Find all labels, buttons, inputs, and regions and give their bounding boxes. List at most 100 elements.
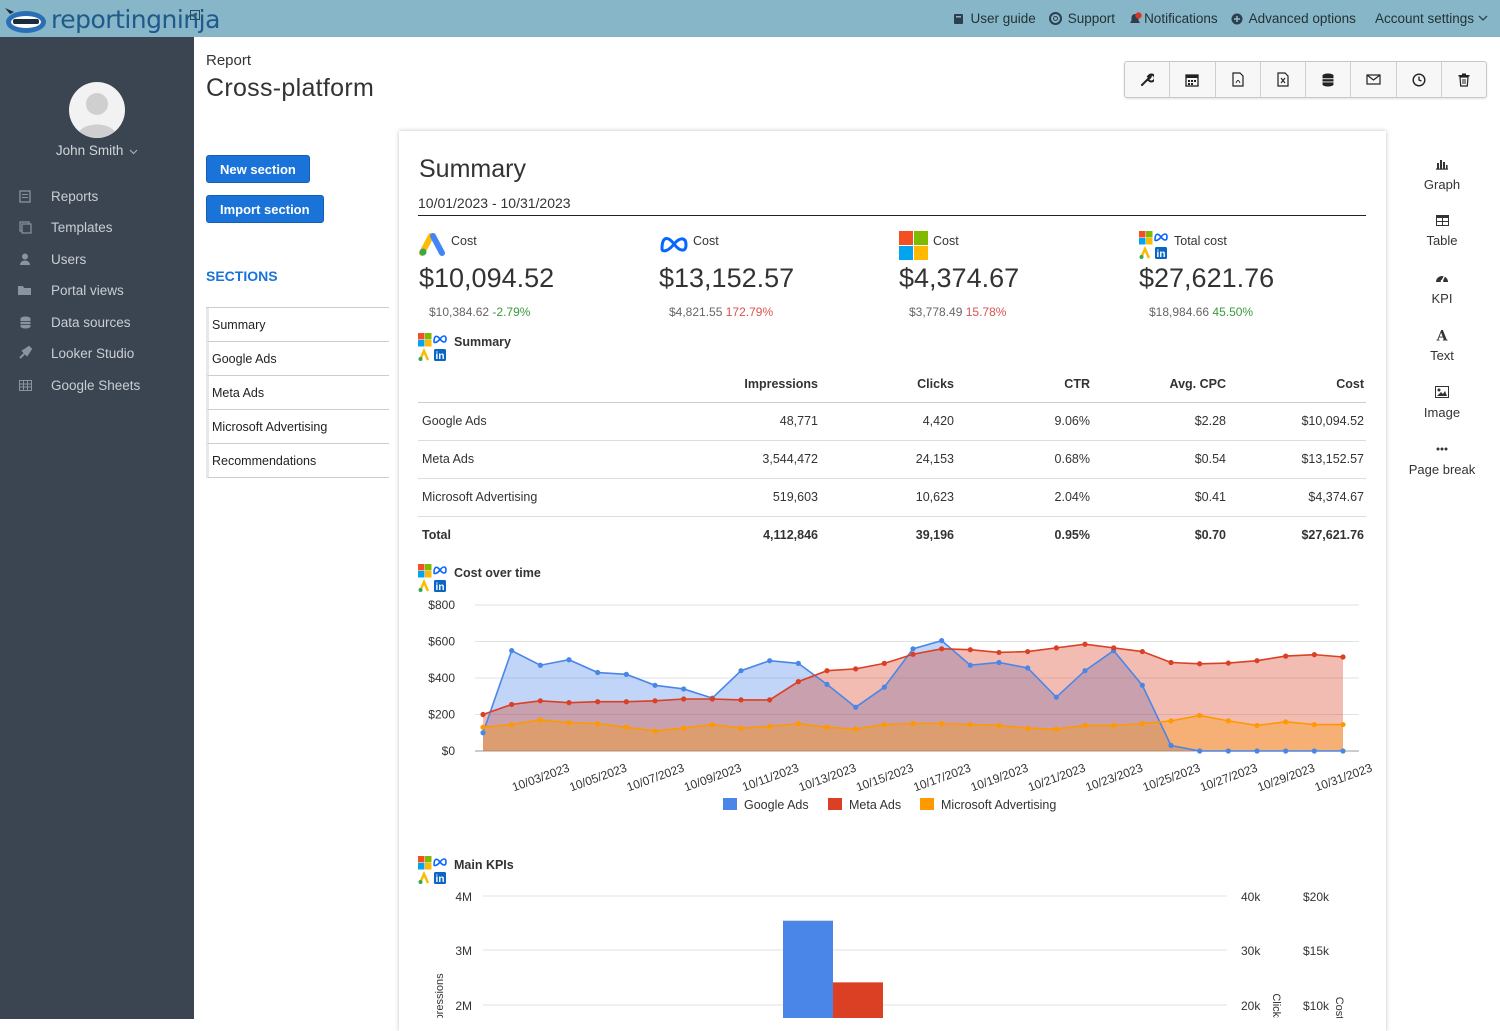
- kpi-microsoft-cost[interactable]: Cost $4,374.67 $3,778.49 15.78%: [899, 231, 1129, 319]
- x-tick-label: 10/23/2023: [1083, 761, 1145, 795]
- email-button[interactable]: [1351, 62, 1397, 97]
- table-header[interactable]: Cost: [1228, 366, 1366, 403]
- x-tick-label: 10/31/2023: [1313, 761, 1375, 795]
- y-tick-label: $10k: [1303, 999, 1330, 1013]
- data-point: [1197, 712, 1203, 719]
- edit-settings-button[interactable]: [1125, 62, 1171, 97]
- delete-button[interactable]: [1442, 62, 1486, 97]
- y-tick-label: 4M: [455, 890, 472, 904]
- kpi-value: $4,374.67: [899, 263, 1020, 293]
- report-canvas: Summary 10/01/2023 - 10/31/2023 Cost $10…: [399, 131, 1386, 1031]
- data-point: [623, 724, 629, 730]
- table-header[interactable]: Avg. CPC: [1092, 366, 1228, 403]
- account-settings-menu[interactable]: Account settings: [1375, 11, 1488, 26]
- x-tick-label: 10/13/2023: [797, 761, 859, 795]
- account-settings-label: Account settings: [1374, 11, 1474, 26]
- svg-text:in: in: [1157, 249, 1166, 260]
- table-header[interactable]: Clicks: [820, 366, 956, 403]
- data-point: [1340, 721, 1346, 728]
- add-table-tool[interactable]: Table: [1396, 207, 1488, 264]
- new-section-button[interactable]: New section: [206, 155, 310, 183]
- sidebar-item-templates[interactable]: Templates: [18, 217, 113, 237]
- data-point: [939, 637, 945, 644]
- add-image-tool[interactable]: Image: [1396, 378, 1488, 435]
- add-graph-tool[interactable]: Graph: [1396, 150, 1488, 207]
- kpi-change: 15.78%: [965, 305, 1007, 319]
- avatar[interactable]: [69, 82, 125, 138]
- data-point: [566, 700, 572, 706]
- tool-label: Image: [1423, 405, 1461, 420]
- y-tick-label: 3M: [455, 944, 472, 958]
- section-item-meta-ads[interactable]: Meta Ads: [206, 376, 389, 410]
- table-row: Microsoft Advertising 519,603 10,623 2.0…: [418, 478, 1366, 517]
- advanced-options-link[interactable]: Advanced options: [1231, 11, 1356, 26]
- table-cell: 2.04%: [956, 478, 1092, 517]
- top-bar: reportingninja ◂ User guide Support Noti…: [0, 0, 1500, 37]
- database-icon: [18, 315, 32, 329]
- clock-icon: [1412, 72, 1426, 87]
- data-point: [1311, 748, 1317, 754]
- user-menu[interactable]: John Smith: [0, 143, 194, 158]
- section-item-recommendations[interactable]: Recommendations: [206, 444, 389, 478]
- sidebar-item-portal-views[interactable]: Portal views: [18, 280, 124, 300]
- x-tick-label: 10/03/2023: [510, 761, 572, 795]
- table-cell: 0.68%: [956, 440, 1092, 479]
- top-navigation: User guide Support Notifications Advance…: [940, 0, 1488, 37]
- data-point: [824, 724, 830, 730]
- add-text-tool[interactable]: A Text: [1396, 321, 1488, 378]
- x-tick-label: 10/19/2023: [969, 761, 1031, 795]
- cost-chart-title: Cost over time: [454, 565, 541, 580]
- table-header[interactable]: Impressions: [668, 366, 820, 403]
- data-point: [595, 699, 601, 705]
- add-page-break-tool[interactable]: Page break: [1396, 435, 1488, 492]
- export-excel-button[interactable]: [1261, 62, 1306, 97]
- collapse-sidebar-icon[interactable]: ◂: [190, 10, 200, 20]
- table-cell: 48,771: [668, 402, 820, 441]
- section-item-microsoft-advertising[interactable]: Microsoft Advertising: [206, 410, 389, 444]
- data-point: [1168, 742, 1174, 749]
- table-cell: 3,544,472: [668, 440, 820, 479]
- main-kpis-chart: 4M 40k $20k 3M 30k $15k 2M 20k $10k Impressions Cl…: [434, 890, 1345, 1018]
- kpi-meta-ads-cost[interactable]: Cost $13,152.57 $4,821.55 172.79%: [659, 231, 889, 319]
- data-point: [996, 649, 1002, 656]
- data-button[interactable]: [1306, 62, 1352, 97]
- schedule-button[interactable]: [1170, 62, 1216, 97]
- table-cell: $2.28: [1092, 402, 1228, 441]
- notifications-link[interactable]: Notifications: [1128, 11, 1218, 26]
- section-item-summary[interactable]: Summary: [206, 308, 389, 342]
- user-guide-link[interactable]: User guide: [953, 11, 1036, 26]
- data-point: [767, 658, 773, 664]
- export-pdf-button[interactable]: [1216, 62, 1261, 97]
- history-button[interactable]: [1397, 62, 1442, 97]
- axis-label: Impressions: [434, 973, 446, 1018]
- kpi-total-cost[interactable]: in Total cost $27,621.76 $18,984.66 45.5…: [1139, 231, 1369, 319]
- y-tick-label: 2M: [455, 999, 472, 1013]
- table-header[interactable]: CTR: [956, 366, 1092, 403]
- data-point: [1340, 654, 1346, 660]
- sidebar-item-reports[interactable]: Reports: [18, 186, 98, 206]
- import-section-button[interactable]: Import section: [206, 195, 324, 223]
- section-list: Summary Google Ads Meta Ads Microsoft Ad…: [206, 307, 389, 478]
- support-link[interactable]: Support: [1048, 11, 1115, 26]
- section-item-google-ads[interactable]: Google Ads: [206, 342, 389, 376]
- app-logo[interactable]: reportingninja: [4, 3, 220, 35]
- sidebar-item-looker-studio[interactable]: Looker Studio: [18, 343, 134, 363]
- user-avatar-icon: [77, 93, 117, 138]
- sidebar-item-users[interactable]: Users: [18, 249, 86, 269]
- sidebar-item-data-sources[interactable]: Data sources: [18, 312, 131, 332]
- bell-icon: [1130, 11, 1142, 23]
- x-tick-label: 10/15/2023: [854, 761, 916, 795]
- data-point: [1025, 648, 1031, 655]
- sidebar-item-google-sheets[interactable]: Google Sheets: [18, 375, 140, 395]
- table-cell: $0.41: [1092, 478, 1228, 517]
- table-cell: 519,603: [668, 478, 820, 517]
- add-kpi-tool[interactable]: KPI: [1396, 264, 1488, 321]
- kpi-google-ads-cost[interactable]: Cost $10,094.52 $10,384.62 -2.79%: [419, 231, 649, 319]
- data-point: [1197, 748, 1203, 754]
- book-icon: [954, 13, 964, 24]
- data-point: [681, 696, 687, 702]
- notifications-label: Notifications: [1144, 11, 1218, 26]
- data-point: [1111, 645, 1117, 651]
- data-point: [1139, 721, 1145, 727]
- kpi-previous: $4,821.55: [669, 305, 723, 319]
